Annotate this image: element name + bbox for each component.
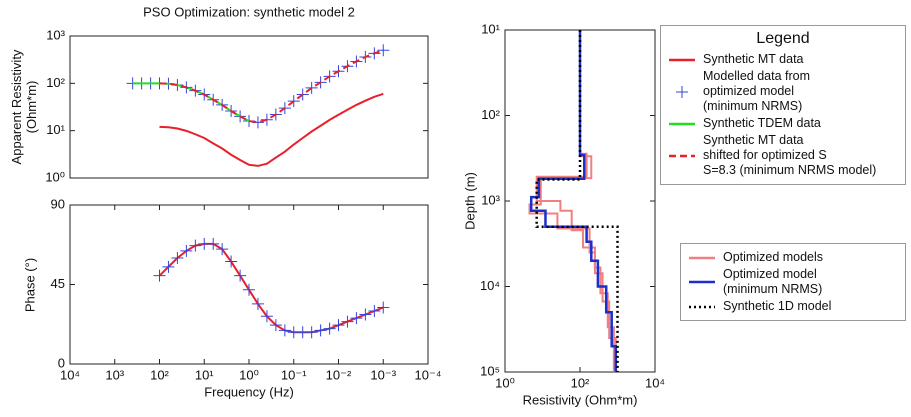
x-tick-label: 10⁴ <box>60 367 80 382</box>
x-tick-label: 10¹ <box>195 367 214 382</box>
legend-swatch <box>689 256 715 259</box>
y-tick-label: 10² <box>46 75 65 90</box>
legend-label: Modelled data from optimized model (mini… <box>703 69 811 113</box>
y-tick-label: 10³ <box>481 192 500 207</box>
x-tick-label: 10⁰ <box>495 375 515 390</box>
data-marker <box>243 283 255 296</box>
data-marker <box>323 322 336 335</box>
legend-item: Synthetic TDEM data <box>667 116 899 131</box>
legend-item: Synthetic MT data shifted for optimized … <box>667 133 899 178</box>
legend-label: Optimized models <box>723 250 824 264</box>
legend-label: Synthetic TDEM data <box>703 116 821 130</box>
data-marker <box>368 305 381 317</box>
legend-swatch <box>669 122 695 125</box>
y-tick-label: 10⁴ <box>480 278 500 293</box>
legend-marker <box>676 85 688 98</box>
data-marker <box>332 319 345 332</box>
x-tick-label: 10⁻² <box>326 367 352 382</box>
y-tick-label: 10¹ <box>481 21 500 36</box>
data-marker <box>269 319 282 332</box>
legend-item: Optimized model (minimum NRMS) <box>687 267 899 297</box>
legend-item: Optimized models <box>687 250 899 265</box>
x-tick-label: 10² <box>571 375 590 390</box>
x-tick-label: 10⁻¹ <box>281 367 307 382</box>
series-line <box>159 92 384 167</box>
y-tick-label: 10¹ <box>46 122 65 137</box>
series-line <box>159 49 384 124</box>
y-tick-label: 10³ <box>46 27 65 42</box>
data-marker <box>171 252 184 264</box>
data-marker <box>341 315 354 328</box>
x-tick-label: 10³ <box>105 367 124 382</box>
y-tick-label: 0 <box>58 355 65 370</box>
data-marker <box>359 308 372 321</box>
series-line <box>535 30 619 372</box>
data-marker <box>314 324 327 337</box>
data-marker <box>153 269 166 282</box>
data-marker <box>350 312 363 325</box>
x-tick-label: 10² <box>150 367 169 382</box>
series-line <box>132 82 250 122</box>
legend-label: Synthetic MT data <box>703 52 804 66</box>
legend-swatch <box>689 280 715 284</box>
series-line <box>529 30 618 372</box>
data-marker <box>216 243 229 256</box>
legend-swatch <box>669 154 695 157</box>
x-tick-label: 10⁴ <box>645 375 665 390</box>
legend-item: Synthetic MT data <box>667 52 899 67</box>
legend: Optimized models Optimized model (minimum… <box>680 243 906 321</box>
x-tick-label: 10⁰ <box>239 367 259 382</box>
y-tick-label: 45 <box>51 276 65 291</box>
data-marker <box>234 269 247 282</box>
y-tick-label: 90 <box>51 196 65 211</box>
x-tick-label: 10⁻⁴ <box>415 367 442 382</box>
legend-title: Legend <box>756 30 810 47</box>
series-line <box>535 30 615 372</box>
x-axis-label: Frequency (Hz) <box>204 384 294 399</box>
x-tick-label: 10⁻³ <box>370 367 396 382</box>
data-marker <box>305 326 318 339</box>
y-axis-label: Apparent Resistivity (Ohm*m) <box>9 49 39 165</box>
legend-label: Synthetic 1D model <box>723 299 832 313</box>
x-axis-label: Resistivity (Ohm*m) <box>523 392 638 407</box>
data-marker <box>162 260 175 273</box>
legend-item: Synthetic 1D model <box>687 299 899 314</box>
data-marker <box>377 301 390 314</box>
legend-label: Synthetic MT data shifted for optimized … <box>703 133 877 177</box>
data-marker <box>251 297 264 310</box>
data-marker <box>225 255 238 268</box>
y-axis-label: Phase (°) <box>22 257 38 313</box>
data-marker <box>260 310 273 323</box>
y-axis-label: Depth (m) <box>462 172 478 230</box>
legend-swatch <box>689 305 715 308</box>
legend-item: Modelled data from optimized model (mini… <box>667 69 899 114</box>
legend-swatch <box>676 85 688 98</box>
series-line <box>158 242 384 334</box>
chart-title: PSO Optimization: synthetic model 2 <box>143 4 355 19</box>
data-marker <box>180 244 193 257</box>
data-marker <box>278 324 291 337</box>
legend-swatch <box>669 58 695 61</box>
y-tick-label: 10⁰ <box>45 169 65 184</box>
y-tick-label: 10² <box>481 107 500 122</box>
legend-label: Optimized model (minimum NRMS) <box>723 267 823 296</box>
legend: Legend Synthetic MT data Modelled data fr… <box>660 25 906 185</box>
y-tick-label: 10⁵ <box>480 363 500 378</box>
data-marker <box>189 239 202 252</box>
data-marker <box>207 237 220 250</box>
plot-area <box>69 35 429 179</box>
